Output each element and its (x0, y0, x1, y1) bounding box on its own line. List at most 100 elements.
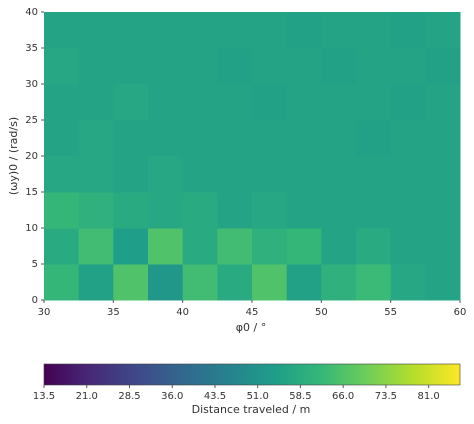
y-tick-label: 10 (25, 223, 38, 234)
heat-cell (390, 192, 426, 229)
heat-cell (425, 228, 461, 265)
heat-cell (78, 156, 114, 193)
heat-cell (252, 156, 288, 193)
colorbar-label: Distance traveled / m (192, 403, 311, 416)
colorbar-tick-label: 73.5 (375, 391, 397, 402)
heat-cell (321, 120, 357, 157)
heat-cell (78, 120, 114, 157)
heat-cell (321, 192, 357, 229)
heat-cell (148, 192, 184, 229)
x-tick-label: 35 (107, 307, 120, 318)
heat-cell (425, 84, 461, 121)
heat-cell (148, 264, 184, 301)
heat-cell (425, 48, 461, 85)
heat-cell (425, 156, 461, 193)
heat-cell (356, 156, 392, 193)
heat-cell (252, 228, 288, 265)
heat-cell (321, 264, 357, 301)
heat-cell (286, 48, 322, 85)
heat-cell (217, 228, 253, 265)
heat-cell (252, 48, 288, 85)
heat-cell (252, 192, 288, 229)
heat-cell (286, 84, 322, 121)
colorbar-tick-label: 21.0 (76, 391, 98, 402)
x-tick-label: 55 (384, 307, 397, 318)
colorbar-tick-label: 43.5 (204, 391, 226, 402)
heat-cell (321, 12, 357, 49)
heat-cell (78, 264, 114, 301)
heat-cell (44, 228, 80, 265)
heat-cell (217, 120, 253, 157)
heat-cell (390, 120, 426, 157)
colorbar-tick-label: 66.0 (332, 391, 354, 402)
x-tick-label: 45 (246, 307, 259, 318)
heat-cell (182, 84, 218, 121)
heat-cell (148, 48, 184, 85)
heat-cell (286, 156, 322, 193)
y-tick-label: 0 (32, 295, 38, 306)
y-tick-label: 30 (25, 79, 38, 90)
heat-cell (44, 48, 80, 85)
heat-cell (356, 84, 392, 121)
heat-cell (113, 156, 149, 193)
heat-cell (44, 264, 80, 301)
heat-cell (148, 84, 184, 121)
heat-cell (182, 192, 218, 229)
colorbar-tick-label: 28.5 (118, 391, 140, 402)
heat-cell (390, 156, 426, 193)
heat-cell (182, 156, 218, 193)
heat-cell (217, 156, 253, 193)
heat-cell (78, 192, 114, 229)
heat-cell (113, 12, 149, 49)
y-tick-label: 15 (25, 187, 38, 198)
heat-cell (356, 12, 392, 49)
heat-cell (425, 120, 461, 157)
heat-cell (286, 228, 322, 265)
heat-cell (113, 84, 149, 121)
heat-cell (425, 192, 461, 229)
heat-cell (182, 120, 218, 157)
heat-cell (44, 84, 80, 121)
x-tick-label: 60 (454, 307, 467, 318)
heat-cell (217, 192, 253, 229)
heat-cell (390, 48, 426, 85)
heat-cell (356, 48, 392, 85)
heat-cell (356, 192, 392, 229)
heat-cell (286, 120, 322, 157)
colorbar-tick-label: 36.0 (161, 391, 183, 402)
heat-cell (356, 264, 392, 301)
heat-cell (78, 48, 114, 85)
heat-cell (113, 120, 149, 157)
heat-cell (321, 84, 357, 121)
heat-cell (356, 228, 392, 265)
x-tick-label: 30 (38, 307, 51, 318)
colorbar-tick-label: 51.0 (247, 391, 269, 402)
heat-cell (113, 228, 149, 265)
heat-cell (321, 156, 357, 193)
x-axis-label: φ0 / ° (236, 321, 266, 334)
y-tick-label: 20 (25, 151, 38, 162)
colorbar-tick-label: 58.5 (289, 391, 311, 402)
heat-cell (217, 12, 253, 49)
heat-cell (44, 156, 80, 193)
heat-cell (390, 12, 426, 49)
heat-cell (390, 84, 426, 121)
heat-cell (390, 264, 426, 301)
heat-cell (182, 228, 218, 265)
heat-cell (44, 192, 80, 229)
colorbar (43, 363, 461, 386)
colorbar-tick-label: 13.5 (33, 391, 55, 402)
heat-cell (44, 12, 80, 49)
heat-cell (321, 48, 357, 85)
heat-cell (217, 84, 253, 121)
heat-cell (252, 12, 288, 49)
y-axis-label: (ωy)0 / (rad/s) (7, 117, 20, 195)
heat-cell (148, 156, 184, 193)
heat-cell (321, 228, 357, 265)
x-tick-label: 50 (315, 307, 328, 318)
heat-cell (425, 12, 461, 49)
heat-cell (113, 192, 149, 229)
heat-cell (286, 12, 322, 49)
heat-cell (425, 264, 461, 301)
